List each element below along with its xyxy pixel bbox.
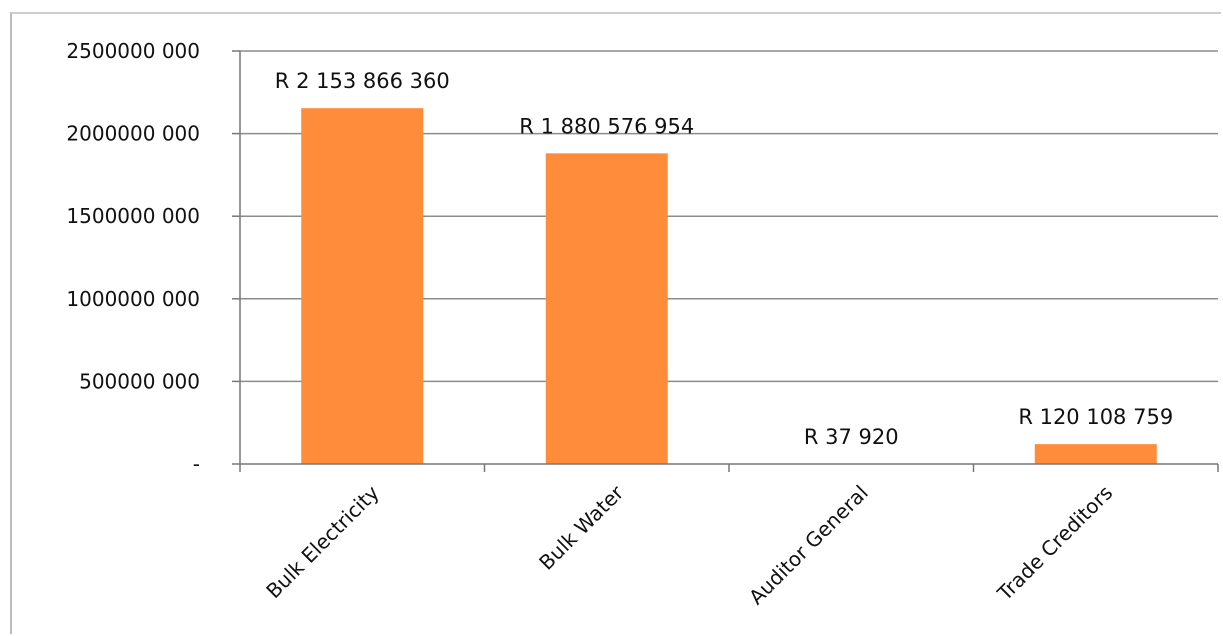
- y-tick-label: 1000000 000: [66, 287, 200, 311]
- y-tick-label: 2000000 000: [66, 122, 200, 146]
- data-label: R 2 153 866 360: [275, 69, 450, 93]
- x-tick-label: Trade Creditors: [992, 481, 1117, 606]
- bar: [301, 108, 424, 464]
- data-label: R 37 920: [804, 425, 899, 449]
- bar: [545, 153, 668, 465]
- x-tick-label: Bulk Electricity: [261, 480, 384, 603]
- x-tick-label: Auditor General: [744, 481, 873, 610]
- data-label: R 1 880 576 954: [519, 114, 694, 138]
- y-tick-label: 2500000 000: [66, 39, 200, 63]
- y-tick-label: 500000 000: [79, 369, 200, 393]
- axes: [232, 50, 1219, 472]
- x-tick-label: Bulk Water: [534, 480, 629, 575]
- bars: [301, 108, 1157, 465]
- bar: [1034, 444, 1157, 464]
- data-label: R 120 108 759: [1018, 405, 1173, 429]
- y-tick-label: 1500000 000: [66, 204, 200, 228]
- y-tick-label: -: [193, 452, 200, 476]
